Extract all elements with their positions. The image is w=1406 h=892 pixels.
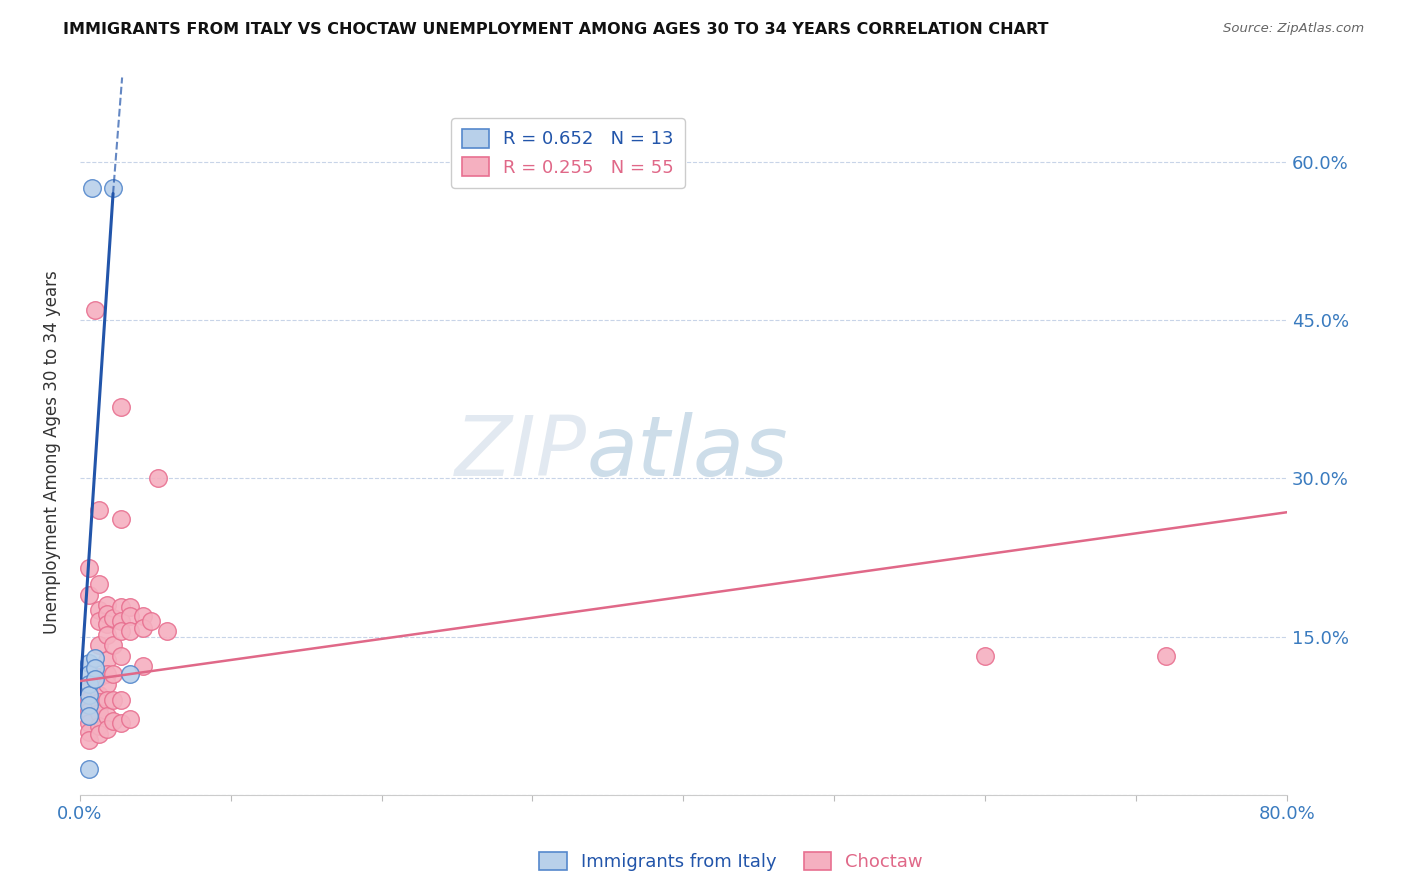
Point xyxy=(101,693,124,707)
Point xyxy=(96,709,118,723)
Point xyxy=(89,614,111,628)
Point xyxy=(89,603,111,617)
Point xyxy=(110,511,132,525)
Point xyxy=(89,577,111,591)
Point xyxy=(110,648,132,663)
Point xyxy=(974,648,997,663)
Point xyxy=(89,727,111,741)
Point xyxy=(110,614,132,628)
Point xyxy=(1154,648,1177,663)
Point xyxy=(96,607,118,621)
Point xyxy=(77,588,100,602)
Point xyxy=(77,677,100,691)
Point xyxy=(77,698,100,713)
Point xyxy=(77,682,100,697)
Point xyxy=(118,600,141,615)
Point xyxy=(96,666,118,681)
Point xyxy=(84,672,107,686)
Point xyxy=(84,302,107,317)
Point xyxy=(110,400,132,414)
Point xyxy=(156,624,179,639)
Point xyxy=(132,659,155,673)
Point xyxy=(77,704,100,718)
Point xyxy=(101,181,124,195)
Point xyxy=(77,561,100,575)
Point xyxy=(77,716,100,731)
Point xyxy=(89,719,111,733)
Point xyxy=(96,677,118,691)
Point xyxy=(110,693,132,707)
Legend: R = 0.652   N = 13, R = 0.255   N = 55: R = 0.652 N = 13, R = 0.255 N = 55 xyxy=(451,118,685,187)
Text: atlas: atlas xyxy=(586,411,789,492)
Point xyxy=(89,670,111,684)
Point xyxy=(89,503,111,517)
Point xyxy=(77,709,100,723)
Point xyxy=(89,695,111,709)
Point xyxy=(118,624,141,639)
Y-axis label: Unemployment Among Ages 30 to 34 years: Unemployment Among Ages 30 to 34 years xyxy=(44,270,60,634)
Point xyxy=(96,653,118,667)
Point xyxy=(101,611,124,625)
Point xyxy=(84,661,107,675)
Point xyxy=(110,624,132,639)
Point xyxy=(148,471,170,485)
Point xyxy=(96,598,118,612)
Point xyxy=(101,714,124,729)
Point xyxy=(96,693,118,707)
Point xyxy=(89,706,111,720)
Point xyxy=(89,638,111,652)
Point xyxy=(118,712,141,726)
Point xyxy=(96,722,118,736)
Point xyxy=(77,656,100,670)
Point xyxy=(80,181,103,195)
Point xyxy=(84,651,107,665)
Legend: Immigrants from Italy, Choctaw: Immigrants from Italy, Choctaw xyxy=(533,845,929,879)
Point xyxy=(110,600,132,615)
Point xyxy=(89,688,111,702)
Point xyxy=(96,628,118,642)
Point xyxy=(77,733,100,747)
Text: ZIP: ZIP xyxy=(454,411,586,492)
Point xyxy=(96,617,118,632)
Point xyxy=(110,716,132,731)
Point xyxy=(77,762,100,776)
Point xyxy=(132,621,155,635)
Point xyxy=(101,638,124,652)
Text: IMMIGRANTS FROM ITALY VS CHOCTAW UNEMPLOYMENT AMONG AGES 30 TO 34 YEARS CORRELAT: IMMIGRANTS FROM ITALY VS CHOCTAW UNEMPLO… xyxy=(63,22,1049,37)
Point xyxy=(77,693,100,707)
Point xyxy=(77,666,100,681)
Point xyxy=(132,608,155,623)
Point xyxy=(139,614,162,628)
Point xyxy=(118,666,141,681)
Point xyxy=(77,724,100,739)
Point xyxy=(101,666,124,681)
Text: Source: ZipAtlas.com: Source: ZipAtlas.com xyxy=(1223,22,1364,36)
Point xyxy=(77,688,100,702)
Point xyxy=(118,608,141,623)
